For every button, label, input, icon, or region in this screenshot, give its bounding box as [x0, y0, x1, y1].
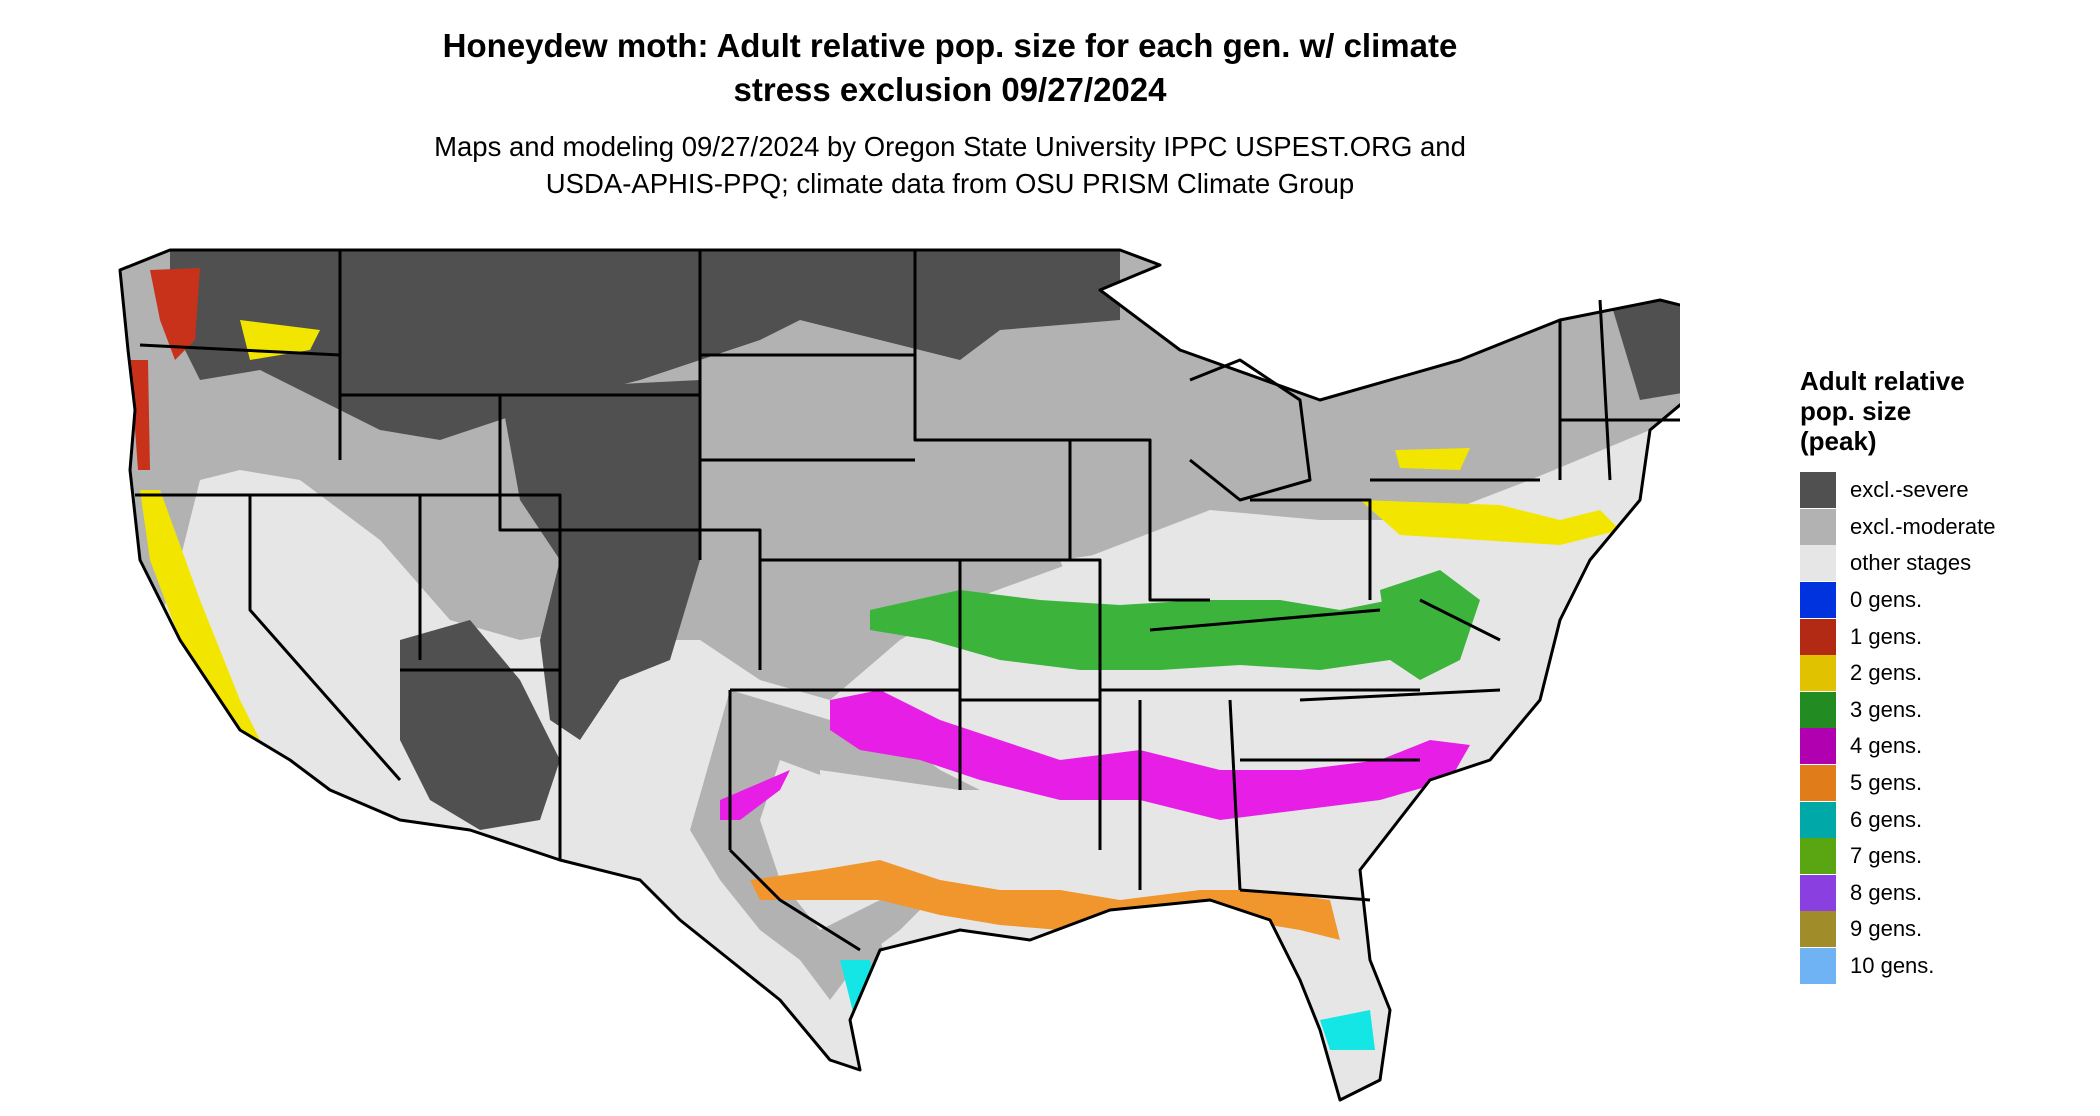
legend-item: other stages — [1800, 545, 2080, 582]
border-az-nm — [400, 668, 562, 860]
legend-label: 4 gens. — [1850, 733, 1923, 759]
map-title: Honeydew moth: Adult relative pop. size … — [300, 24, 1600, 112]
border-wy-co — [498, 395, 762, 670]
band-2gen-ny-pa — [1360, 500, 1620, 545]
legend-item: 2 gens. — [1800, 655, 2080, 692]
region-severe-sw — [400, 620, 560, 830]
legend-item: 7 gens. — [1800, 838, 2080, 875]
title-line-2: stress exclusion 09/27/2024 — [733, 71, 1167, 108]
legend-swatch — [1800, 545, 1836, 582]
legend-swatch — [1800, 948, 1836, 985]
legend-label: 6 gens. — [1850, 806, 1923, 832]
border-wa-or — [139, 343, 341, 357]
legend-label: 10 gens. — [1850, 953, 1935, 979]
legend-label: other stages — [1850, 550, 1972, 576]
legend-label: 7 gens. — [1850, 843, 1923, 869]
legend-label: 0 gens. — [1850, 587, 1923, 613]
legend-item: 0 gens. — [1800, 582, 2080, 619]
band-6gen-florida — [1320, 1010, 1375, 1050]
legend-item: 9 gens. — [1800, 911, 2080, 948]
legend-swatch — [1800, 582, 1836, 619]
us-map — [118, 248, 1680, 1102]
legend-item: 6 gens. — [1800, 801, 2080, 838]
legend-item: 8 gens. — [1800, 874, 2080, 912]
legend-item: 5 gens. — [1800, 765, 2080, 802]
legend-swatch — [1800, 691, 1836, 728]
legend-label: 1 gens. — [1850, 623, 1923, 649]
legend-swatch — [1800, 911, 1836, 948]
legend-title-line-1: Adult relative — [1800, 366, 1965, 396]
legend-swatch — [1800, 728, 1836, 765]
legend-swatch — [1800, 655, 1836, 692]
title-line-1: Honeydew moth: Adult relative pop. size … — [442, 27, 1458, 64]
legend-item: 4 gens. — [1800, 728, 2080, 765]
legend-swatch — [1800, 801, 1836, 838]
region-other-west — [200, 560, 360, 780]
band-2gen-california — [140, 490, 270, 770]
legend-label: excl.-severe — [1850, 477, 1969, 503]
legend-swatch — [1800, 508, 1836, 545]
border-nd-sd — [698, 250, 915, 560]
border-ms-al — [1138, 699, 1242, 891]
border-ut-co — [420, 493, 562, 670]
band-3gen-midwest — [870, 590, 1420, 670]
legend-label: 3 gens. — [1850, 696, 1923, 722]
border-mi — [1189, 358, 1312, 502]
legend-swatch — [1800, 618, 1836, 655]
region-severe-rockies — [500, 380, 700, 740]
legend: Adult relative pop. size (peak) excl.-se… — [1800, 366, 2080, 985]
legend-title-line-3: (peak) — [1800, 426, 1877, 456]
band-7gen-keys — [1285, 1095, 1330, 1100]
border-ga-fl — [1239, 758, 1420, 902]
region-severe-north — [170, 250, 1120, 440]
legend-swatch — [1800, 874, 1836, 911]
border-il-in — [1070, 438, 1210, 602]
map-subtitle: Maps and modeling 09/27/2024 by Oregon S… — [300, 128, 1600, 202]
band-4gen-nm-tx — [720, 770, 790, 820]
band-3gen-virginia — [1380, 570, 1480, 680]
legend-swatch — [1800, 838, 1836, 875]
border-mn-ia — [913, 250, 1072, 560]
region-severe-ne — [1610, 290, 1680, 400]
border-tx-gulf-coast — [728, 848, 861, 952]
legend-title: Adult relative pop. size (peak) — [1800, 366, 2080, 456]
border-ok-tx — [728, 688, 962, 850]
legend-swatch — [1800, 765, 1836, 802]
legend-items: excl.-severe excl.-moderate other stages 0 … — [1800, 472, 2080, 985]
border-va-nc — [1299, 598, 1501, 702]
subtitle-line-2: USDA-APHIS-PPQ; climate data from OSU PR… — [545, 168, 1355, 199]
band-2gen-ohio — [1395, 448, 1470, 470]
legend-label: 2 gens. — [1850, 660, 1923, 686]
legend-item: 3 gens. — [1800, 691, 2080, 729]
border-ky-tn — [1100, 608, 1420, 692]
band-1gen-oregon-coast — [130, 360, 150, 470]
legend-swatch — [1800, 472, 1836, 509]
subtitle-line-1: Maps and modeling 09/27/2024 by Oregon S… — [434, 131, 1466, 162]
border-oh-pa — [1250, 478, 1540, 600]
band-4gen-south — [830, 690, 1470, 820]
legend-label: 9 gens. — [1850, 916, 1923, 942]
state-borders — [118, 248, 1680, 1102]
legend-item: excl.-severe — [1800, 472, 2080, 509]
border-mo-ar — [960, 558, 1102, 850]
legend-label: excl.-moderate — [1850, 513, 1996, 539]
legend-item: 10 gens. — [1800, 948, 2080, 985]
legend-title-line-2: pop. size — [1800, 396, 1912, 426]
border-ca-nv — [248, 495, 402, 781]
us-outline — [118, 248, 1680, 1102]
legend-label: 8 gens. — [1850, 879, 1923, 905]
legend-item: excl.-moderate — [1800, 508, 2080, 546]
band-1gen-pnw — [150, 268, 200, 360]
border-ny-new-england — [1558, 299, 1680, 481]
legend-item: 1 gens. — [1800, 618, 2080, 655]
legend-label: 5 gens. — [1850, 770, 1923, 796]
